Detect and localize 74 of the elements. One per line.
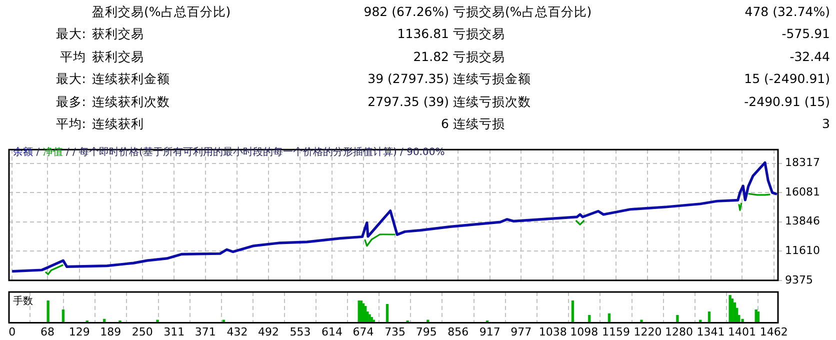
x-tick-label: 189 (100, 325, 122, 338)
text: 982 (67.26%) (364, 4, 449, 19)
x-tick-label: 977 (510, 325, 532, 338)
bar (571, 300, 574, 323)
x-tick-label: 432 (226, 325, 248, 338)
text: 连续获利金额 (92, 71, 170, 88)
x-tick-label: 1220 (634, 325, 662, 338)
x-tick-label: 735 (384, 325, 406, 338)
x-tick-label: 129 (68, 325, 90, 338)
chart-title: 手数 (13, 294, 33, 308)
x-tick-label: 1098 (570, 325, 598, 338)
annotation: / (36, 147, 40, 158)
text: 连续获利次数 (92, 94, 170, 111)
bar (386, 304, 389, 323)
x-tick-label: 1401 (728, 325, 756, 338)
y-tick-label: 9375 (785, 273, 813, 286)
chart-title: / 每个即时价格(基于所有可利用的最小时段的每一个价格的分形插值计算) / 90.00% (72, 147, 445, 158)
text: 连续亏损金额 (453, 71, 531, 88)
text: 1136.81 (397, 26, 449, 42)
x-tick-label: 311 (164, 325, 185, 338)
x-tick-label: 371 (194, 325, 216, 338)
x-tick-label: 795 (416, 325, 437, 338)
text: 39 (2797.35) (368, 71, 449, 86)
text: 最多: (56, 94, 86, 111)
x-tick-label: 856 (448, 325, 469, 338)
text: 盈利交易(%占总百分比) (92, 4, 231, 21)
text: -32.44 (790, 48, 830, 64)
x-tick-label: 1159 (602, 325, 630, 338)
bar (156, 320, 159, 323)
x-tick-label: 1038 (538, 325, 567, 338)
text: 连续亏损次数 (453, 94, 531, 111)
text: 亏损交易 (453, 26, 505, 44)
text: -575.91 (782, 26, 830, 42)
text: 21.82 (413, 48, 449, 64)
text: 获利交易 (92, 48, 144, 66)
x-tick-label: 68 (40, 325, 55, 338)
x-tick-label: 492 (258, 325, 279, 338)
text: 亏损交易 (453, 48, 505, 66)
x-tick-label: 674 (352, 325, 374, 338)
text: 获利交易 (92, 26, 144, 44)
x-tick-label: 1280 (665, 325, 694, 338)
x-tick-label: 553 (290, 325, 311, 338)
text: 3 (822, 116, 830, 131)
text: 2797.35 (39) (368, 94, 449, 109)
x-tick-label: 917 (479, 325, 500, 338)
bar (730, 298, 734, 323)
text: 亏损交易(%占总百分比) (453, 4, 592, 21)
text: 平均 (60, 48, 86, 66)
x-tick-label: 1462 (760, 325, 788, 338)
x-tick-label: 1341 (696, 325, 725, 338)
y-tick-label: 13846 (785, 214, 820, 228)
y-tick-label: 18317 (785, 156, 820, 170)
text: 净值 (42, 147, 63, 158)
text: 连续亏损 (453, 116, 505, 133)
text: 478 (32.74%) (744, 4, 830, 19)
bar (640, 320, 643, 323)
x-tick-label: 614 (322, 325, 343, 338)
text: -2490.91 (15) (744, 94, 830, 109)
text: 余额 (13, 147, 33, 158)
bar (676, 315, 679, 323)
bar (46, 300, 50, 323)
text: 6 (441, 116, 449, 131)
x-tick-label: 250 (132, 325, 153, 338)
text: / (66, 147, 70, 158)
text: 最大: (56, 26, 86, 44)
bar (368, 314, 371, 323)
text: 平均: (56, 116, 86, 133)
x-tick-label: 0 (8, 325, 16, 338)
bar (728, 294, 732, 323)
text: 15 (-2490.91) (744, 71, 830, 86)
y-tick-label: 16081 (785, 185, 820, 198)
y-tick-label: 11610 (785, 244, 820, 257)
text: 最大: (56, 71, 86, 88)
text: 连续获利 (92, 116, 144, 133)
